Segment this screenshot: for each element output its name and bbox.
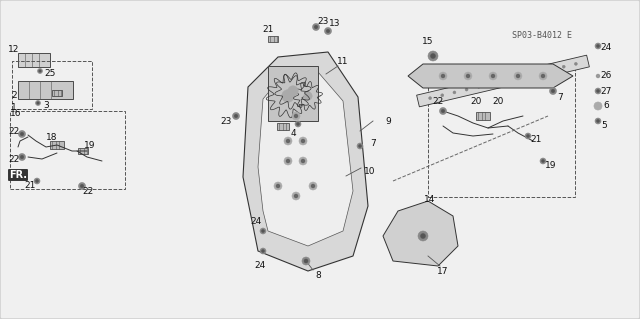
Circle shape (292, 112, 300, 120)
Circle shape (284, 137, 292, 145)
Text: 22: 22 (8, 154, 20, 164)
Text: 7: 7 (557, 93, 563, 102)
Circle shape (489, 72, 497, 80)
Circle shape (429, 97, 431, 100)
Circle shape (34, 178, 40, 184)
Polygon shape (408, 64, 573, 88)
Bar (268, 66, 318, 121)
Circle shape (276, 184, 280, 188)
Text: 6: 6 (603, 101, 609, 110)
Text: 12: 12 (8, 44, 20, 54)
Circle shape (296, 122, 300, 125)
Circle shape (294, 195, 298, 197)
Circle shape (492, 75, 495, 78)
Text: 23: 23 (317, 17, 329, 26)
Circle shape (357, 143, 363, 149)
Circle shape (36, 102, 39, 104)
Circle shape (232, 113, 239, 120)
Text: 24: 24 (250, 218, 262, 226)
Text: 23: 23 (220, 116, 232, 125)
Circle shape (595, 118, 601, 124)
Circle shape (441, 109, 445, 113)
Circle shape (525, 133, 531, 139)
Circle shape (562, 65, 565, 68)
Text: 22: 22 (83, 187, 93, 196)
Polygon shape (383, 201, 458, 266)
Circle shape (299, 157, 307, 165)
Text: 5: 5 (601, 122, 607, 130)
Circle shape (541, 160, 545, 162)
Text: 20: 20 (470, 97, 482, 106)
Text: 11: 11 (337, 56, 349, 65)
Circle shape (304, 259, 308, 263)
Circle shape (288, 86, 298, 96)
Circle shape (428, 51, 438, 61)
Circle shape (309, 182, 317, 190)
Bar (12, 61, 92, 109)
Circle shape (262, 229, 264, 233)
Text: 16: 16 (10, 109, 22, 118)
Circle shape (420, 234, 426, 239)
Text: 15: 15 (422, 36, 434, 46)
Text: 17: 17 (437, 266, 449, 276)
Bar (10, 111, 125, 189)
Circle shape (526, 74, 529, 77)
Circle shape (574, 62, 577, 65)
Circle shape (19, 130, 26, 137)
Circle shape (274, 182, 282, 190)
Bar (18, 81, 73, 99)
Polygon shape (258, 72, 353, 246)
Text: 1: 1 (11, 102, 17, 112)
Text: 24: 24 (600, 43, 612, 53)
Circle shape (35, 180, 38, 182)
Bar (428, 65, 575, 197)
Circle shape (302, 257, 310, 265)
Circle shape (260, 248, 266, 254)
Circle shape (19, 153, 26, 160)
Circle shape (465, 88, 468, 91)
Text: 2: 2 (11, 91, 17, 100)
Bar (268, 36, 278, 42)
Text: 7: 7 (370, 139, 376, 149)
Text: 21: 21 (262, 25, 274, 33)
Circle shape (464, 72, 472, 80)
Circle shape (326, 29, 330, 33)
Circle shape (301, 160, 305, 162)
Circle shape (453, 91, 456, 94)
Circle shape (292, 192, 300, 200)
Circle shape (477, 85, 480, 88)
Text: 20: 20 (492, 97, 504, 106)
Text: 22: 22 (433, 97, 444, 106)
Circle shape (442, 75, 445, 78)
Circle shape (38, 69, 42, 73)
Text: 21: 21 (531, 135, 541, 144)
Polygon shape (417, 55, 589, 107)
Circle shape (490, 82, 492, 85)
Text: 9: 9 (385, 116, 391, 125)
Circle shape (312, 24, 319, 31)
Circle shape (299, 137, 307, 145)
Text: 13: 13 (329, 19, 340, 28)
Bar (476, 112, 490, 120)
Circle shape (596, 120, 600, 122)
Circle shape (441, 94, 444, 97)
Text: 27: 27 (600, 86, 612, 95)
Circle shape (260, 228, 266, 234)
Polygon shape (243, 52, 368, 271)
Bar (50, 141, 64, 149)
Text: 25: 25 (44, 70, 56, 78)
Circle shape (79, 182, 86, 189)
Circle shape (358, 145, 362, 147)
Circle shape (312, 184, 314, 188)
Circle shape (301, 139, 305, 143)
Text: 8: 8 (315, 271, 321, 279)
Text: 21: 21 (24, 182, 36, 190)
Circle shape (596, 75, 600, 78)
Circle shape (440, 108, 447, 115)
Text: FR.: FR. (9, 170, 27, 180)
Circle shape (594, 102, 602, 110)
Circle shape (20, 132, 24, 136)
Text: 10: 10 (364, 167, 376, 175)
Circle shape (431, 54, 435, 58)
